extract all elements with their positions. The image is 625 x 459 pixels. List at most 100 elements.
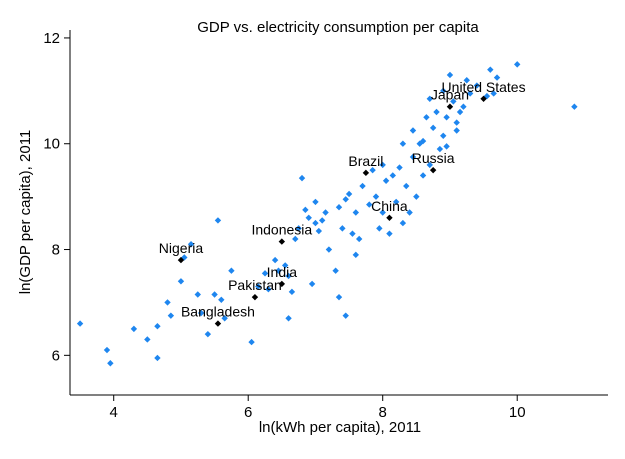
data-point [389,172,396,179]
data-point [164,299,171,306]
y-axis-label: ln(GDP per capita), 2011 [17,130,34,295]
data-point [406,209,413,216]
data-point [453,127,460,134]
labeled-data-point [251,293,259,301]
data-point [490,90,497,97]
data-point [436,145,444,153]
data-point [130,325,138,333]
labeled-data-point [480,95,487,102]
data-point [187,241,195,248]
data-point [443,114,450,121]
data-point [440,132,447,139]
data-point [285,272,292,280]
data-point [221,315,228,322]
point-label: Nigeria [159,240,204,256]
data-points-group [76,61,578,367]
data-point [271,256,279,264]
data-point [466,90,474,97]
data-point [463,77,470,84]
data-point [514,61,521,68]
data-point [275,267,282,274]
data-point [305,214,312,221]
labeled-data-point [214,320,222,327]
labeled-data-point [386,214,393,221]
data-point [197,309,205,317]
data-point [443,143,450,150]
y-tick-label: 8 [52,242,60,259]
data-point [177,278,185,285]
point-label: Pakistan [228,277,282,293]
data-point [282,262,289,269]
point-label: China [371,198,408,214]
data-point [379,209,386,216]
data-point [423,114,430,121]
data-point [396,164,403,171]
data-point [419,172,427,179]
data-point [342,196,349,203]
point-label: Russia [412,150,455,166]
data-point [308,280,316,288]
x-ticks-group: 4 6 8 10 [110,395,526,421]
data-point [359,182,366,190]
data-point [335,204,343,211]
data-point [265,286,272,293]
y-tick-label: 12 [43,30,60,47]
data-point [446,71,454,79]
data-point [285,315,292,322]
data-point [409,153,417,161]
data-point [382,177,390,184]
data-point [248,338,255,346]
data-point [413,193,420,200]
data-point [392,198,400,206]
data-point [339,225,346,232]
data-point [419,137,427,145]
labeled-data-point [446,103,454,110]
data-point [386,230,393,237]
data-point [103,346,111,354]
data-point [460,103,467,110]
data-point [312,219,319,227]
data-point [154,323,161,330]
chart-title: GDP vs. electricity consumption per capi… [197,19,479,36]
data-point [429,124,437,132]
data-point [369,166,376,174]
data-point [194,291,201,298]
data-point [218,296,225,303]
labeled-data-point [278,238,286,245]
data-point [473,82,481,89]
y-tick-label: 6 [52,347,60,364]
data-point [325,246,333,253]
x-tick-label: 10 [509,404,526,421]
data-point [352,209,360,216]
data-point [456,108,464,116]
data-point [399,219,407,227]
point-label: United States [442,79,526,95]
data-point [298,174,306,182]
data-point [167,312,175,319]
data-point [335,293,343,301]
data-point [399,140,407,147]
data-point [288,288,296,296]
data-point [366,201,373,208]
x-tick-label: 8 [379,404,387,421]
data-point [487,66,494,73]
y-tick-label: 10 [43,136,60,153]
data-point [426,95,433,102]
data-point [493,74,501,81]
data-point [450,98,457,105]
data-point [345,190,353,198]
data-point [453,119,460,126]
data-point [144,336,151,343]
data-point [349,230,356,237]
data-point [76,320,84,327]
data-point [315,227,323,235]
data-point [409,127,417,134]
x-tick-label: 4 [110,404,118,421]
data-point [332,267,339,274]
y-ticks-group: 6 8 10 12 [43,30,70,364]
data-point [312,198,319,206]
data-point [295,225,302,232]
